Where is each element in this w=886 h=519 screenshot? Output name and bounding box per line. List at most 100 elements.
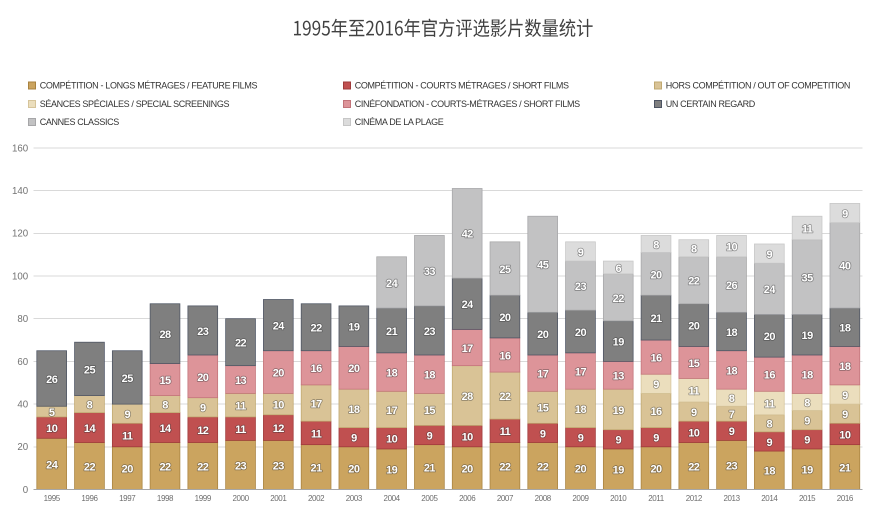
svg-text:18: 18 — [348, 404, 360, 416]
svg-text:2013: 2013 — [723, 494, 740, 503]
svg-text:23: 23 — [726, 460, 738, 472]
svg-text:10: 10 — [839, 429, 851, 441]
svg-text:22: 22 — [688, 276, 700, 288]
svg-text:2005: 2005 — [421, 494, 438, 503]
svg-text:8: 8 — [767, 419, 773, 431]
svg-text:0: 0 — [23, 485, 29, 496]
svg-text:40: 40 — [17, 400, 28, 411]
svg-text:45: 45 — [537, 260, 549, 272]
svg-text:26: 26 — [46, 374, 58, 386]
svg-text:11: 11 — [235, 401, 246, 413]
svg-text:19: 19 — [613, 465, 625, 477]
svg-text:19: 19 — [348, 322, 360, 334]
svg-text:1998: 1998 — [157, 494, 174, 503]
svg-text:2007: 2007 — [497, 494, 514, 503]
svg-text:13: 13 — [235, 375, 247, 387]
svg-text:26: 26 — [726, 280, 738, 292]
svg-text:9: 9 — [767, 437, 773, 449]
svg-text:2015: 2015 — [799, 494, 816, 503]
svg-text:22: 22 — [197, 461, 209, 473]
svg-text:23: 23 — [197, 326, 209, 338]
svg-text:10: 10 — [688, 427, 700, 439]
svg-text:1999: 1999 — [195, 494, 212, 503]
svg-text:24: 24 — [46, 459, 59, 471]
svg-text:17: 17 — [462, 343, 474, 355]
svg-text:9: 9 — [842, 390, 848, 402]
svg-text:24: 24 — [386, 278, 399, 290]
svg-text:23: 23 — [235, 460, 247, 472]
svg-text:35: 35 — [802, 272, 814, 284]
svg-text:60: 60 — [17, 357, 28, 368]
svg-text:24: 24 — [462, 299, 475, 311]
svg-text:2016: 2016 — [837, 494, 854, 503]
svg-text:22: 22 — [613, 293, 625, 305]
svg-text:21: 21 — [424, 462, 436, 474]
svg-text:2009: 2009 — [572, 494, 589, 503]
svg-text:6: 6 — [615, 263, 621, 275]
svg-text:24: 24 — [273, 321, 286, 333]
svg-text:UN CERTAIN REGARD: UN CERTAIN REGARD — [666, 99, 756, 109]
svg-text:21: 21 — [386, 326, 398, 338]
svg-text:20: 20 — [499, 312, 511, 324]
svg-text:7: 7 — [729, 409, 735, 421]
svg-text:9: 9 — [653, 433, 659, 445]
svg-text:23: 23 — [424, 326, 436, 338]
svg-text:9: 9 — [578, 433, 584, 445]
svg-text:23: 23 — [575, 281, 587, 293]
svg-text:11: 11 — [311, 428, 322, 440]
svg-text:16: 16 — [650, 353, 662, 365]
svg-text:20: 20 — [348, 464, 360, 476]
svg-text:2010: 2010 — [610, 494, 627, 503]
svg-text:15: 15 — [159, 375, 171, 387]
svg-text:17: 17 — [311, 398, 323, 410]
svg-text:19: 19 — [802, 330, 814, 342]
svg-text:10: 10 — [462, 432, 474, 444]
svg-text:20: 20 — [575, 327, 587, 339]
svg-text:22: 22 — [159, 461, 171, 473]
svg-text:17: 17 — [386, 405, 398, 417]
svg-text:16: 16 — [311, 363, 323, 375]
svg-text:100: 100 — [12, 271, 29, 282]
svg-text:2003: 2003 — [346, 494, 363, 503]
svg-text:24: 24 — [764, 284, 777, 296]
svg-text:5: 5 — [49, 407, 55, 419]
svg-text:15: 15 — [537, 403, 549, 415]
svg-text:42: 42 — [462, 229, 474, 241]
svg-text:8: 8 — [87, 400, 93, 412]
svg-text:19: 19 — [613, 337, 625, 349]
svg-text:20: 20 — [537, 329, 549, 341]
svg-text:16: 16 — [499, 350, 511, 362]
svg-text:1997: 1997 — [119, 494, 136, 503]
svg-text:9: 9 — [842, 208, 848, 220]
svg-text:13: 13 — [613, 371, 625, 383]
svg-text:22: 22 — [84, 461, 96, 473]
svg-text:8: 8 — [162, 400, 168, 412]
svg-text:21: 21 — [839, 462, 851, 474]
svg-text:11: 11 — [802, 223, 813, 235]
svg-text:18: 18 — [839, 323, 851, 335]
svg-text:8: 8 — [729, 393, 735, 405]
svg-text:18: 18 — [575, 404, 587, 416]
svg-text:20: 20 — [650, 464, 662, 476]
svg-text:17: 17 — [575, 366, 587, 378]
svg-text:18: 18 — [764, 466, 776, 478]
svg-text:33: 33 — [424, 266, 436, 278]
svg-text:160: 160 — [12, 143, 29, 154]
svg-text:1995: 1995 — [44, 494, 61, 503]
svg-text:2014: 2014 — [761, 494, 778, 503]
svg-text:20: 20 — [462, 464, 474, 476]
svg-text:20: 20 — [197, 372, 209, 384]
svg-text:9: 9 — [615, 435, 621, 447]
svg-text:HORS COMPÉTITION / OUT OF COMP: HORS COMPÉTITION / OUT OF COMPETITION — [666, 80, 850, 90]
svg-text:20: 20 — [650, 269, 662, 281]
svg-text:18: 18 — [839, 361, 851, 373]
svg-text:120: 120 — [12, 229, 29, 240]
svg-text:22: 22 — [499, 461, 511, 473]
svg-text:9: 9 — [427, 430, 433, 442]
svg-text:16: 16 — [650, 406, 662, 418]
svg-text:20: 20 — [575, 464, 587, 476]
svg-text:2004: 2004 — [384, 494, 401, 503]
svg-text:2006: 2006 — [459, 494, 476, 503]
svg-text:25: 25 — [499, 264, 511, 276]
svg-text:18: 18 — [726, 327, 738, 339]
